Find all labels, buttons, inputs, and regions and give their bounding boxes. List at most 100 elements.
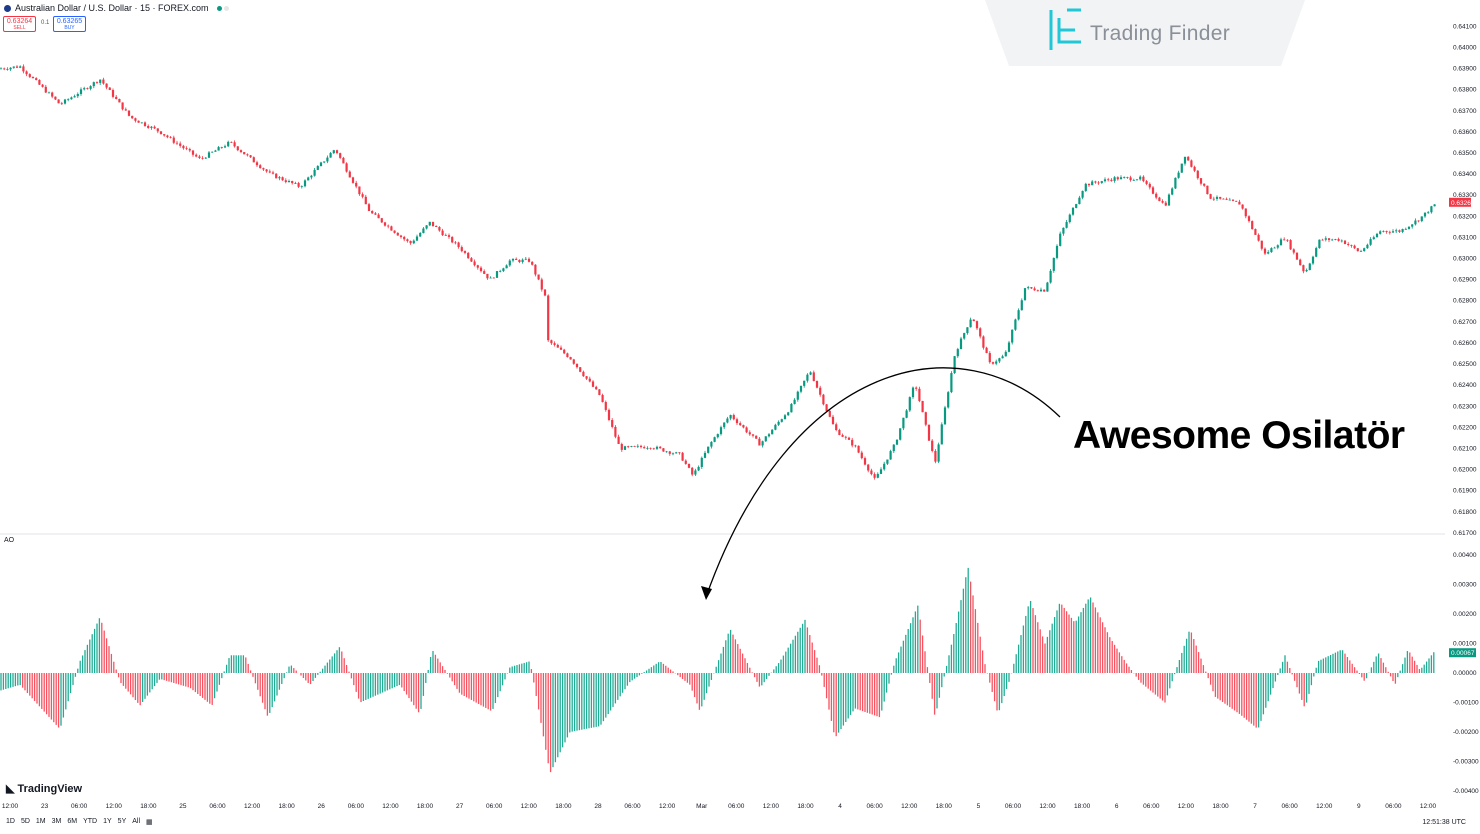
candle-body [163,134,166,136]
candle-body [1199,178,1203,184]
ao-tick-label: -0.00100 [1453,700,1479,707]
candle-body [783,415,787,420]
ao-tick-label: 0.00400 [1453,552,1477,559]
candle-body [895,439,899,445]
candle-body [153,126,156,129]
candle-body [1324,238,1327,240]
timeframe-3m[interactable]: 3M [51,818,62,825]
price-tick-label: 0.62100 [1453,445,1477,452]
candle-body [486,273,489,279]
time-tick-label: 18:00 [797,803,814,810]
calendar-icon[interactable]: ▦ [146,819,153,826]
lot-size[interactable]: 0.1 [41,20,50,26]
candle-body [457,242,460,248]
timeframe-all[interactable]: All [132,818,141,825]
candle-body [1366,244,1369,249]
candle-body [105,83,108,88]
candle-body [972,319,975,322]
candle-body [1030,287,1033,289]
price-tick-label: 0.62900 [1453,277,1477,284]
time-tick-label: 27 [456,803,464,810]
flag-icon [4,4,11,12]
candle-body [694,470,697,475]
candle-body [83,88,86,90]
timeframe-5d[interactable]: 5D [20,818,30,825]
buy-button[interactable]: 0.63265 BUY [53,16,86,32]
candle-body [825,404,828,411]
candle-body [1311,256,1315,264]
candle-body [851,439,854,446]
candle-body [707,446,710,453]
price-tick-label: 0.63800 [1453,87,1477,94]
price-candles [0,64,1436,480]
candle-body [863,458,867,465]
candle-body [1091,181,1094,186]
candle-body [1299,259,1302,266]
price-tick-label: 0.64100 [1453,23,1477,30]
candle-body [655,446,659,449]
timeframe-6m[interactable]: 6M [67,818,78,825]
time-tick-label: 12:00 [382,803,399,810]
status-dots-icon [216,5,229,11]
timeframe-1d[interactable]: 1D [6,818,15,825]
candle-body [252,157,255,163]
candle-body [1359,251,1363,252]
candle-body [332,150,335,154]
candle-body [422,228,425,233]
symbol-header[interactable]: Australian Dollar / U.S. Dollar · 15 · F… [4,3,229,13]
candle-body [124,109,127,111]
candle-body [246,154,249,156]
candle-body [198,156,201,158]
candle-body [444,235,447,236]
candle-body [678,452,681,454]
ao-tick-label: 0.00200 [1453,611,1477,618]
candle-body [358,186,361,195]
buy-label: BUY [64,25,75,31]
candle-body [44,86,47,93]
candle-body [1350,245,1353,246]
candle-body [1289,240,1292,250]
candle-body [1071,207,1075,215]
candle-body [393,230,396,233]
candle-body [412,240,415,244]
candle-body [214,150,217,152]
candle-body [297,183,300,187]
candle-body [415,236,419,241]
candle-body [755,435,758,439]
candle-body [1094,181,1097,183]
candle-body [185,148,188,150]
candle-body [1356,248,1359,252]
candle-body [364,196,367,205]
candle-body [1046,282,1049,292]
utc-clock[interactable]: 12:51:38 UTC [1422,819,1466,826]
candle-body [1407,226,1411,229]
candle-body [553,343,556,345]
candle-body [499,270,502,272]
candle-body [1014,319,1017,330]
timeframe-5y[interactable]: 5Y [117,818,127,825]
indicator-label[interactable]: AO [4,537,15,544]
timeframe-1m[interactable]: 1M [35,818,46,825]
price-tick-label: 0.63700 [1453,108,1477,115]
time-tick-label: 18:00 [140,803,157,810]
candle-body [118,99,121,103]
ao-tick-label: 0.00300 [1453,581,1477,588]
candle-body [239,150,243,153]
candle-body [569,357,572,360]
timeframe-1y[interactable]: 1Y [103,818,112,825]
candle-body [1078,197,1081,205]
candle-body [988,353,991,363]
candle-body [1081,190,1084,198]
price-tick-label: 0.62500 [1453,361,1477,368]
candle-body [1075,204,1078,208]
timeframe-ytd[interactable]: YTD [83,818,98,825]
candle-body [25,71,28,75]
sell-button[interactable]: 0.63264 SELL [3,16,36,32]
time-tick-label: 12:00 [659,803,676,810]
candle-body [627,446,630,448]
candle-body [943,407,947,425]
candle-body [463,251,467,253]
candle-body [511,258,515,261]
ao-axis: 0.00400 0.00300 0.00200 0.00100 0.00000 -0.00… [1449,552,1479,795]
